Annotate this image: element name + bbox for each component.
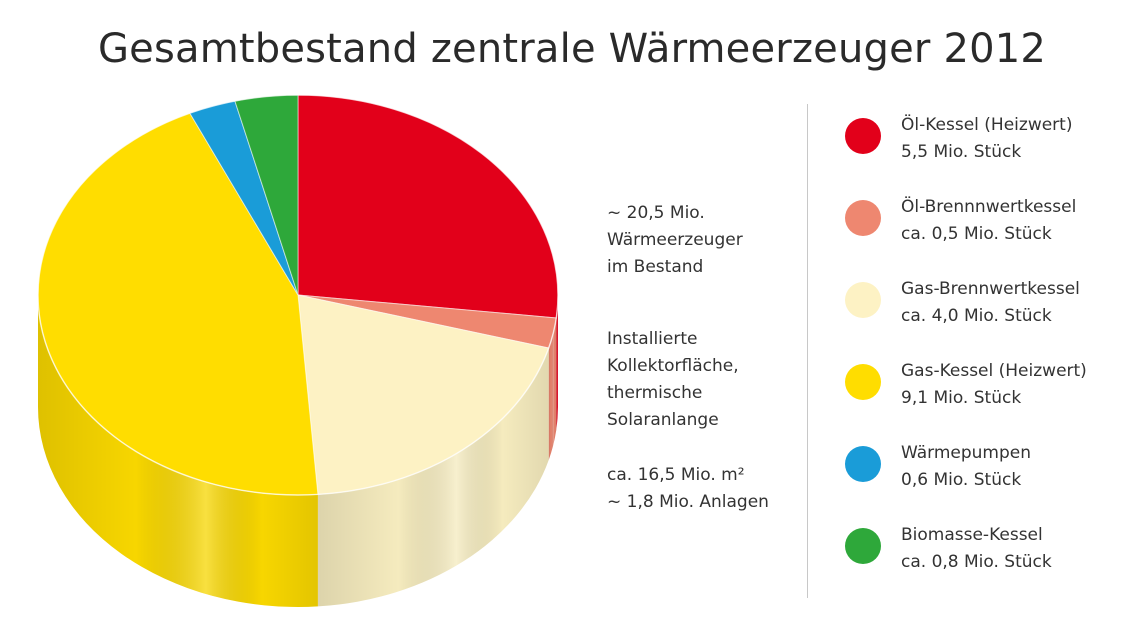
legend-item: Biomasse-Kessel ca. 0,8 Mio. Stück — [845, 522, 1140, 604]
legend-value: 0,6 Mio. Stück — [901, 470, 1022, 490]
legend-label: Wärmepumpen — [901, 443, 1031, 463]
legend-item: Wärmepumpen 0,6 Mio. Stück — [845, 440, 1140, 522]
legend-item: Öl-Brennnwertkessel ca. 0,5 Mio. Stück — [845, 194, 1140, 276]
annotation-solar-line: thermische — [607, 383, 703, 403]
pie-top-face — [37, 94, 559, 496]
pie-wall-shading — [317, 348, 549, 607]
pie-wall-shading — [38, 295, 318, 607]
chart-title: Gesamtbestand zentrale Wärmeerzeuger 201… — [97, 26, 1047, 72]
legend: Öl-Kessel (Heizwert) 5,5 Mio. Stück Öl-B… — [845, 112, 1140, 604]
legend-swatch — [845, 118, 881, 154]
legend-value: ca. 0,5 Mio. Stück — [901, 224, 1052, 244]
legend-item: Öl-Kessel (Heizwert) 5,5 Mio. Stück — [845, 112, 1140, 194]
annotation-total: ~ 20,5 Mio. Wärmeerzeuger im Bestand — [607, 200, 743, 281]
legend-label: Biomasse-Kessel — [901, 525, 1043, 545]
annotation-solar-line: Kollektorfläche, — [607, 356, 739, 376]
annotation-solar-stats: ca. 16,5 Mio. m² ~ 1,8 Mio. Anlagen — [607, 462, 769, 516]
legend-label: Gas-Kessel (Heizwert) — [901, 361, 1087, 381]
annotation-solar-line: Installierte — [607, 329, 698, 349]
pie-slice-oel-kessel — [297, 94, 559, 319]
legend-item: Gas-Kessel (Heizwert) 9,1 Mio. Stück — [845, 358, 1140, 440]
annotation-total-line: ~ 20,5 Mio. — [607, 203, 705, 223]
annotation-solar: Installierte Kollektorfläche, thermische… — [607, 326, 739, 434]
pie-wall-shading — [556, 295, 558, 430]
legend-divider — [807, 104, 808, 598]
annotation-total-line: im Bestand — [607, 257, 704, 277]
legend-swatch — [845, 364, 881, 400]
annotation-solar-line: Solaranlange — [607, 410, 719, 430]
legend-item: Gas-Brennwertkessel ca. 4,0 Mio. Stück — [845, 276, 1140, 358]
legend-value: 9,1 Mio. Stück — [901, 388, 1022, 408]
legend-label: Gas-Brennwertkessel — [901, 279, 1080, 299]
legend-swatch — [845, 446, 881, 482]
annotation-total-line: Wärmeerzeuger — [607, 230, 743, 250]
annotation-stats-line: ca. 16,5 Mio. m² — [607, 465, 745, 485]
legend-swatch — [845, 528, 881, 564]
legend-value: ca. 4,0 Mio. Stück — [901, 306, 1052, 326]
legend-value: 5,5 Mio. Stück — [901, 142, 1022, 162]
legend-swatch — [845, 282, 881, 318]
legend-label: Öl-Brennnwertkessel — [901, 197, 1077, 217]
pie-rim — [37, 94, 559, 496]
legend-value: ca. 0,8 Mio. Stück — [901, 552, 1052, 572]
pie-side-wall — [38, 295, 558, 607]
pie-wall-shading — [548, 317, 557, 460]
legend-label: Öl-Kessel (Heizwert) — [901, 115, 1073, 135]
legend-swatch — [845, 200, 881, 236]
annotation-stats-line: ~ 1,8 Mio. Anlagen — [607, 492, 769, 512]
